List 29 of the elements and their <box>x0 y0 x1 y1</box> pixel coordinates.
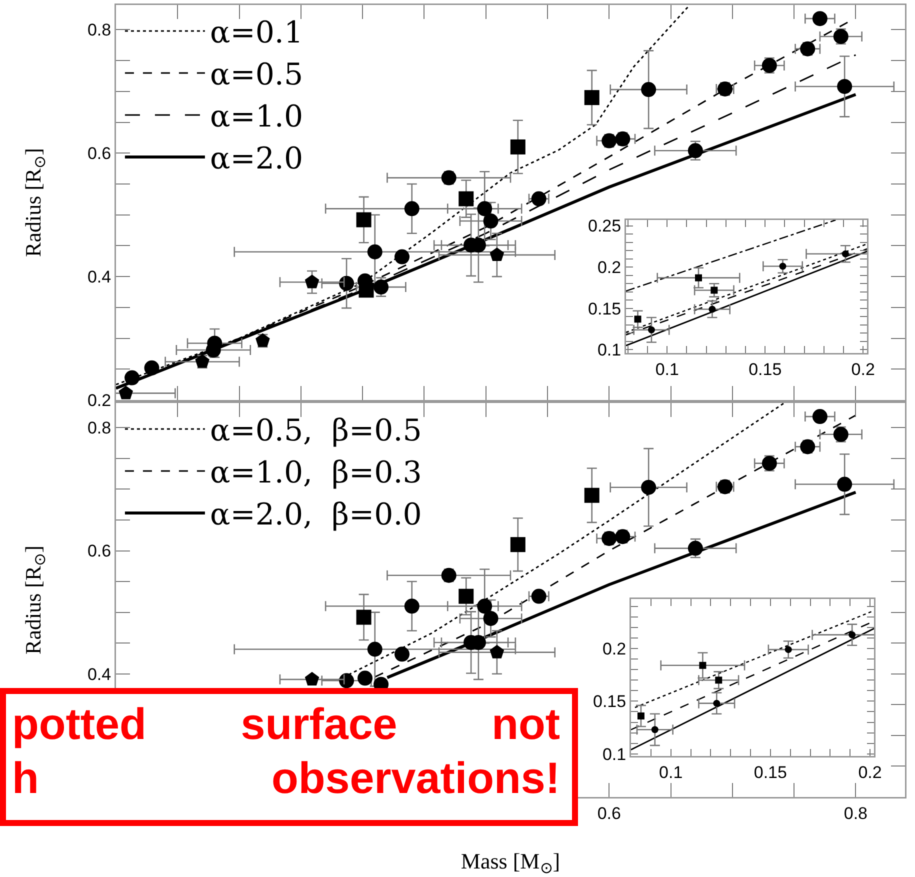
legend-label: α=0.1 <box>210 16 304 51</box>
x-tick-label: 0.15 <box>748 360 782 379</box>
y-tick-label: 0.8 <box>87 418 112 438</box>
y-tick-label: 0.2 <box>602 639 626 658</box>
y-tick-label: 0.1 <box>602 744 626 764</box>
y-tick-label: 0.2 <box>87 390 112 410</box>
y-tick-label: 0.4 <box>87 268 112 287</box>
y-tick-label: 0.6 <box>87 542 112 561</box>
y-tick-label: 0.15 <box>588 299 622 318</box>
legend-label: α=1.0 <box>210 100 304 135</box>
legend-label: α=2.0 <box>210 142 304 177</box>
x-axis-title: Mass [M$_{⊙}$] <box>460 848 560 877</box>
y-tick-label: 0.1 <box>597 340 622 360</box>
y-tick-label: 0.6 <box>87 144 112 164</box>
y-tick-label: 0.15 <box>593 692 626 712</box>
x-tick-label: 0.15 <box>754 762 787 782</box>
legend-label: α=0.5, β=0.5 <box>210 414 422 449</box>
x-tick-label: 0.2 <box>858 762 882 782</box>
x-tick-label: 0.1 <box>655 360 679 379</box>
annotation: potted surface not h observations! <box>12 699 560 805</box>
y-tick-label: 0.2 <box>597 258 622 278</box>
legend-label: α=1.0, β=0.3 <box>210 456 422 491</box>
legend-label: α=0.5 <box>210 58 304 93</box>
y-tick-label: 0.8 <box>87 20 112 40</box>
x-tick-label: 0.1 <box>659 762 683 782</box>
legend-label: α=2.0, β=0.0 <box>210 498 422 533</box>
x-tick-label: 0.2 <box>851 360 875 379</box>
y-tick-label: 0.4 <box>87 664 112 684</box>
y-tick-label: 0.25 <box>588 216 622 236</box>
